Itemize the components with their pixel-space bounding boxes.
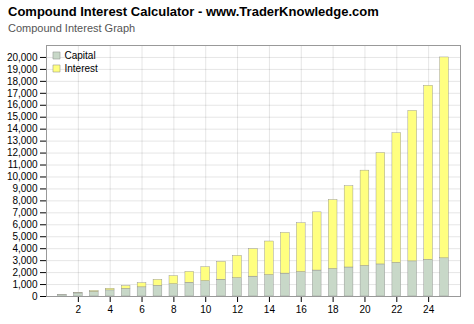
svg-text:14: 14 <box>264 304 276 315</box>
svg-text:Interest: Interest <box>65 63 99 74</box>
svg-text:12,000: 12,000 <box>7 147 38 158</box>
svg-text:12: 12 <box>232 304 244 315</box>
svg-text:9,000: 9,000 <box>12 183 37 194</box>
svg-text:5,000: 5,000 <box>12 231 37 242</box>
svg-text:8,000: 8,000 <box>12 195 37 206</box>
svg-text:2: 2 <box>76 304 82 315</box>
svg-text:17,000: 17,000 <box>7 88 38 99</box>
svg-text:20,000: 20,000 <box>7 52 38 63</box>
html-text:Compound Interest Calculator -: Compound Interest Calculator - www.Trade… <box>8 4 379 19</box>
svg-text:22: 22 <box>391 304 403 315</box>
svg-text:7,000: 7,000 <box>12 207 37 218</box>
svg-text:8: 8 <box>171 304 177 315</box>
svg-text:13,000: 13,000 <box>7 135 38 146</box>
svg-text:Capital: Capital <box>65 50 96 61</box>
svg-text:16: 16 <box>296 304 308 315</box>
svg-text:1,000: 1,000 <box>12 279 37 290</box>
svg-text:6: 6 <box>139 304 145 315</box>
svg-text:10: 10 <box>200 304 212 315</box>
svg-text:18: 18 <box>328 304 340 315</box>
svg-text:24: 24 <box>423 304 435 315</box>
svg-text:4: 4 <box>107 304 113 315</box>
svg-text:10,000: 10,000 <box>7 171 38 182</box>
svg-text:18,000: 18,000 <box>7 76 38 87</box>
svg-text:19,000: 19,000 <box>7 64 38 75</box>
svg-text:14,000: 14,000 <box>7 123 38 134</box>
html-text:Compound Interest Graph: Compound Interest Graph <box>8 22 136 34</box>
svg-text:16,000: 16,000 <box>7 99 38 110</box>
svg-text:11,000: 11,000 <box>8 159 38 170</box>
svg-text:3,000: 3,000 <box>12 255 37 266</box>
svg-text:20: 20 <box>359 304 371 315</box>
svg-text:15,000: 15,000 <box>7 111 38 122</box>
svg-text:4,000: 4,000 <box>12 243 37 254</box>
svg-text:0: 0 <box>32 291 38 302</box>
svg-text:2,000: 2,000 <box>12 267 37 278</box>
svg-text:6,000: 6,000 <box>12 219 37 230</box>
